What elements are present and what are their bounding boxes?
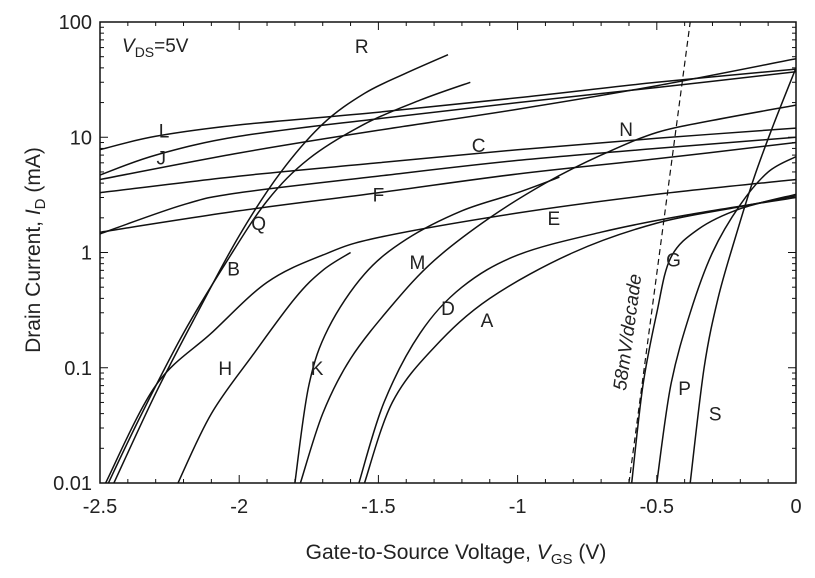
series-line-f xyxy=(100,136,796,235)
y-axis-title-var: I xyxy=(22,209,45,215)
curve-label-k: K xyxy=(311,359,324,380)
series-line-l xyxy=(100,68,796,151)
x-axis-title-text: Gate-to-Source Voltage, xyxy=(306,541,537,564)
y-tick-label: 1 xyxy=(81,243,92,265)
x-tick-label: -1.5 xyxy=(361,496,395,518)
curve-label-r: R xyxy=(355,37,369,58)
series-line-g xyxy=(630,193,796,483)
y-tick-label: 10 xyxy=(70,127,92,149)
series-line-q xyxy=(107,81,471,483)
y-axis-title-text: Drain Current, xyxy=(22,215,45,353)
curve-label-a: A xyxy=(481,311,494,332)
x-axis-title: Gate-to-Source Voltage, VGS (V) xyxy=(306,541,607,568)
series-line-h xyxy=(177,251,352,483)
curve-label-h: H xyxy=(218,359,232,380)
series-line-e xyxy=(100,141,796,233)
y-axis-title: Drain Current, ID (mA) xyxy=(22,147,49,353)
curve-label-p: P xyxy=(678,379,691,400)
series-line-b xyxy=(104,178,796,483)
curve-label-f: F xyxy=(373,185,385,206)
series-line-j xyxy=(100,71,796,176)
plot-frame xyxy=(99,21,797,484)
y-axis-title-unit: (mA) xyxy=(22,147,45,198)
curve-label-n: N xyxy=(619,120,633,141)
y-tick-label: 100 xyxy=(59,12,92,34)
series-line-d xyxy=(358,196,796,483)
x-tick-label: -0.5 xyxy=(640,496,674,518)
curve-label-d: D xyxy=(441,299,455,320)
x-axis-title-sub: GS xyxy=(551,551,573,568)
curve-label-j: J xyxy=(156,148,166,169)
x-axis-title-var: V xyxy=(537,541,553,564)
curve-label-q: Q xyxy=(251,214,266,235)
y-axis-title-sub: D xyxy=(32,198,49,209)
x-tick-label: -1 xyxy=(509,496,527,518)
series-line-m xyxy=(299,104,796,483)
series-line-k xyxy=(294,176,560,483)
vds-annotation: VDS=5V xyxy=(122,36,189,60)
y-tick-label: 0.1 xyxy=(64,358,92,380)
series-line-n xyxy=(100,57,796,181)
x-axis-title-unit: (V) xyxy=(573,541,607,564)
curve-label-l: L xyxy=(159,122,170,143)
reference-line xyxy=(628,21,691,484)
x-tick-label: -2 xyxy=(230,496,248,518)
curve-label-b: B xyxy=(227,259,240,280)
x-tick-label: -2.5 xyxy=(83,496,117,518)
series-line-a xyxy=(363,195,796,483)
vds-rest: =5V xyxy=(154,36,189,57)
plot-area xyxy=(99,21,797,484)
x-tick-label: 0 xyxy=(790,496,801,518)
reference-line-label: 58mV/decade xyxy=(610,273,646,392)
curve-label-e: E xyxy=(547,209,560,230)
curve-labels: A B C D E F G H J K L M N P Q R S xyxy=(156,37,721,426)
series-layer xyxy=(100,21,796,484)
curve-label-c: C xyxy=(472,136,486,157)
y-tick-label: 0.01 xyxy=(53,473,92,495)
series-line-p xyxy=(656,155,796,483)
series-line-r xyxy=(113,54,449,483)
series-line-c xyxy=(100,127,796,194)
vds-sub: DS xyxy=(135,44,154,60)
curve-label-g: G xyxy=(666,250,681,271)
curve-label-s: S xyxy=(709,405,722,426)
vds-var: V xyxy=(122,36,137,57)
curve-label-m: M xyxy=(409,253,425,274)
series-line-s xyxy=(689,67,796,483)
ticks-layer: -2.5 -2 -1.5 -1 -0.5 0 0.01 0.1 1 10 100 xyxy=(53,12,802,518)
